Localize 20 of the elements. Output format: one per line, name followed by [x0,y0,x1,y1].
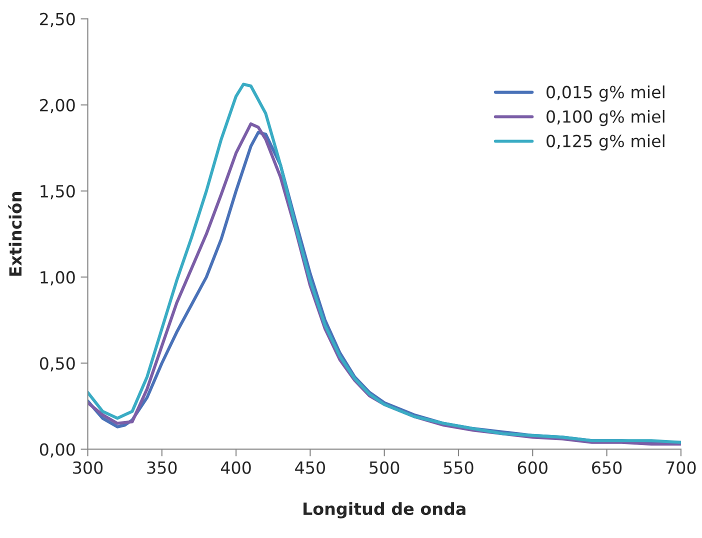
x-tick-label: 600 [518,461,548,474]
y-tick-label: 2,50 [40,12,75,28]
x-axis-title: Longitud de onda [304,502,466,518]
y-tick-label: 0,50 [40,357,75,372]
legend-label: 0,015 g% miel [546,85,664,102]
x-tick-label: 350 [147,461,177,474]
x-tick-label: 700 [666,461,696,474]
x-tick-label: 500 [370,461,400,474]
y-tick-label: 1,50 [40,184,75,200]
x-tick-label: 450 [295,461,325,474]
y-axis-title: Extinción [8,192,22,276]
x-tick-label: 550 [444,461,474,474]
legend-label: 0,125 g% miel [546,134,664,151]
y-tick-label: 2,00 [40,98,75,114]
y-tick-label: 0,00 [40,443,75,458]
legend-label: 0,100 g% miel [546,110,664,126]
y-tick-label: 1,00 [40,271,75,286]
x-tick-label: 300 [73,461,103,474]
x-tick-label: 650 [592,461,622,474]
x-tick-label: 400 [220,461,251,474]
